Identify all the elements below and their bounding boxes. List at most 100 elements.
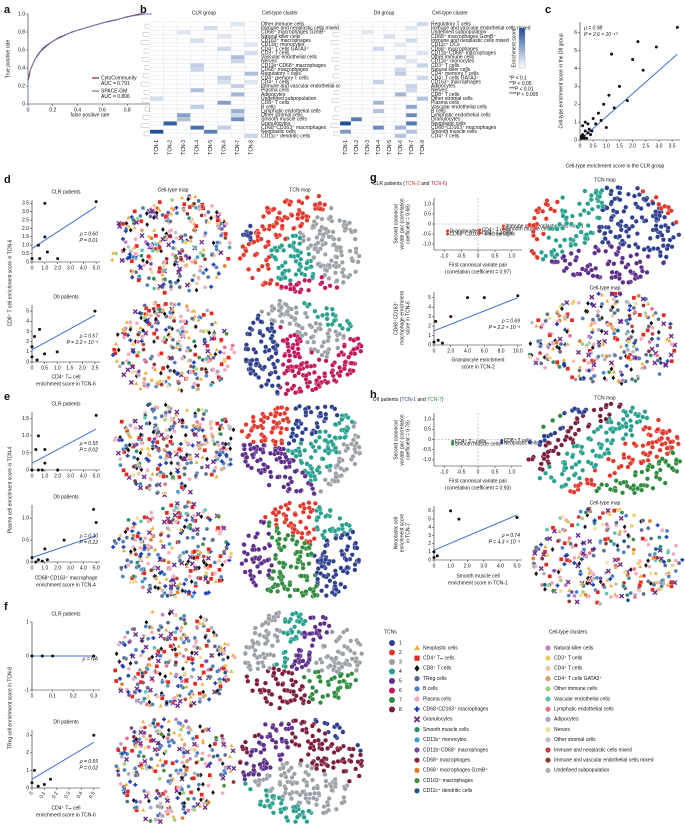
map-cell	[223, 235, 228, 240]
map-cell	[176, 386, 182, 392]
map-cell	[203, 231, 208, 236]
map-cell	[209, 311, 214, 316]
map-cell	[578, 229, 584, 235]
map-cell	[167, 541, 172, 547]
map-cell	[263, 680, 268, 686]
map-cell	[208, 576, 214, 582]
map-cell	[121, 655, 127, 661]
map-cell	[345, 544, 351, 550]
map-cell	[257, 687, 263, 693]
y-tick-label: 0.5	[22, 251, 29, 257]
x-tick-label: 2.0	[54, 265, 61, 271]
cell-type-map	[112, 401, 236, 498]
heatmap-cell	[230, 104, 245, 110]
heatmap-cell	[405, 112, 418, 118]
heatmap-cell	[176, 133, 191, 139]
map-cell	[124, 756, 130, 762]
map-cell	[304, 195, 310, 201]
map-cell	[543, 201, 549, 207]
map-cell	[251, 239, 257, 245]
map-cell	[319, 352, 325, 358]
map-cell	[323, 226, 329, 232]
heatmap-cell	[190, 92, 205, 97]
map-cell	[212, 571, 218, 576]
map-cell	[608, 229, 613, 235]
heatmap-cell	[190, 38, 205, 43]
point	[38, 257, 42, 261]
map-cell	[568, 243, 574, 249]
map-cell	[183, 718, 189, 724]
map-cell	[174, 205, 179, 210]
map-cell	[181, 613, 187, 619]
map-cell	[273, 744, 279, 750]
heatmap-cell	[217, 83, 232, 89]
heatmap-cell	[149, 71, 164, 77]
map-cell	[131, 574, 136, 579]
heatmap-cell	[361, 75, 374, 81]
map-cell	[153, 415, 158, 421]
map-cell	[191, 273, 197, 278]
map-cell	[322, 371, 328, 376]
map-cell	[250, 418, 256, 424]
map-cell	[277, 210, 282, 216]
map-cell	[319, 758, 325, 764]
map-cell	[162, 417, 168, 422]
heatmap-cell	[176, 67, 191, 72]
map-cell	[132, 729, 137, 734]
map-cell	[223, 770, 228, 776]
map-cell	[203, 576, 209, 582]
map-cell	[178, 441, 183, 446]
map-cell	[356, 253, 362, 259]
map-cell	[628, 253, 634, 259]
map-cell	[135, 560, 140, 565]
map-cell	[125, 630, 130, 635]
map-cell	[306, 699, 312, 705]
map-cell	[312, 246, 318, 252]
row-label: Lymphatic endothelial cells	[261, 108, 321, 114]
map-cell	[620, 279, 626, 285]
heatmap-cell	[383, 71, 396, 77]
map-cell	[165, 683, 170, 688]
map-cell	[317, 634, 323, 640]
map-cell	[594, 273, 600, 279]
heatmap-cell	[372, 34, 385, 39]
dendrogram	[140, 40, 149, 45]
map-cell	[174, 501, 180, 506]
map-cell	[188, 703, 194, 708]
map-cell	[186, 558, 191, 565]
map-cell	[141, 754, 146, 759]
map-cell	[184, 563, 190, 569]
map-cell	[136, 372, 141, 378]
map-cell	[531, 233, 536, 239]
map-cell	[266, 210, 272, 216]
map-cell	[190, 217, 195, 222]
map-cell	[247, 568, 253, 574]
map-cell	[626, 226, 632, 232]
map-cell	[332, 777, 338, 782]
row-label: CD11b⁺ monocytes	[261, 42, 305, 48]
heatmap-cell	[372, 46, 385, 52]
heatmap-cell	[217, 104, 232, 110]
y-tick-label: -0.5	[422, 447, 431, 453]
map-cell	[297, 403, 302, 409]
map-cell	[159, 593, 165, 599]
column-label: TCN-6	[222, 140, 228, 155]
heatmap-cell	[176, 75, 191, 81]
heatmap-cell	[163, 88, 178, 93]
point	[43, 352, 47, 356]
map-cell	[316, 504, 322, 510]
point	[432, 550, 436, 554]
map-cell	[585, 270, 591, 276]
map-cell	[308, 264, 314, 270]
heatmap-cell	[383, 88, 396, 93]
heatmap-cell	[163, 92, 178, 97]
map-cell	[294, 310, 299, 316]
map-cell	[160, 506, 166, 511]
map-cell	[190, 316, 195, 321]
map-cell	[168, 643, 174, 649]
map-cell	[246, 771, 252, 777]
map-title: TCN map	[594, 177, 616, 183]
column-label: TCN-6	[398, 140, 404, 155]
heatmap-cell	[416, 108, 429, 114]
map-cell	[171, 245, 176, 251]
